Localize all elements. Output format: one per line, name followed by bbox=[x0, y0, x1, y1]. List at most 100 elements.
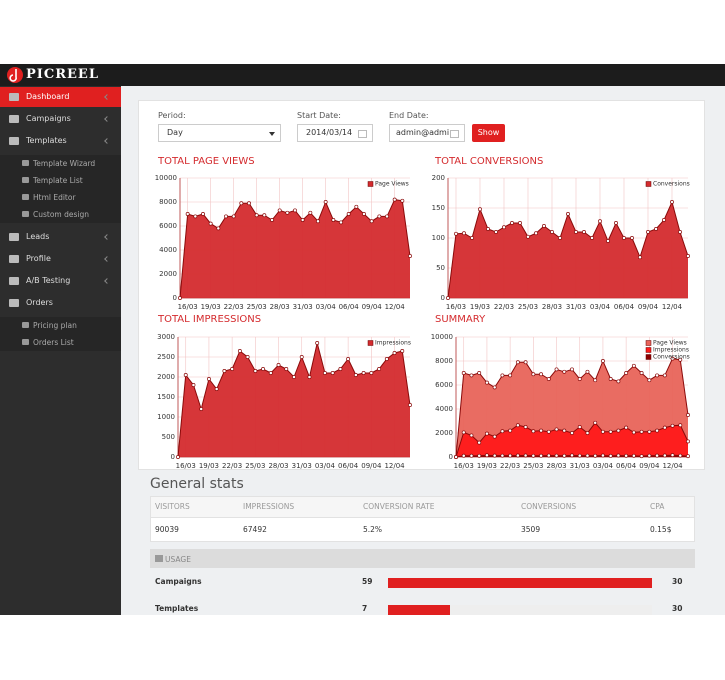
legend-swatch bbox=[645, 347, 652, 353]
point-marker bbox=[245, 355, 250, 359]
nav-icon bbox=[9, 137, 19, 145]
point-marker bbox=[622, 236, 626, 240]
point-marker bbox=[461, 453, 466, 458]
point-marker bbox=[292, 375, 296, 379]
nav-item[interactable]: A/B Testing bbox=[0, 271, 121, 291]
nav-item[interactable]: Profile bbox=[0, 249, 121, 269]
point-marker bbox=[199, 407, 204, 411]
point-marker bbox=[400, 349, 405, 353]
point-marker bbox=[385, 214, 389, 219]
x-tick-label: 03/04 bbox=[590, 303, 611, 311]
point-marker bbox=[353, 373, 358, 377]
nav-subitem[interactable]: Custom design bbox=[0, 206, 121, 223]
point-marker bbox=[239, 201, 244, 206]
point-marker bbox=[554, 427, 559, 432]
point-marker bbox=[562, 369, 567, 374]
nav-label: Campaigns bbox=[26, 114, 71, 123]
nav-label: Html Editor bbox=[33, 193, 76, 202]
nav-item[interactable]: Leads bbox=[0, 227, 121, 247]
column-header: CONVERSION RATE bbox=[363, 502, 435, 511]
point-marker bbox=[542, 224, 546, 228]
x-tick-label: 09/04 bbox=[361, 462, 382, 470]
nav-item[interactable]: Campaigns bbox=[0, 109, 121, 129]
nav-icon bbox=[9, 277, 19, 285]
point-marker bbox=[574, 230, 578, 234]
point-marker bbox=[531, 372, 536, 377]
point-marker bbox=[276, 363, 281, 367]
point-marker bbox=[338, 367, 343, 371]
nav-label: Custom design bbox=[33, 210, 89, 219]
chart-title: TOTAL CONVERSIONS bbox=[434, 156, 543, 167]
y-tick-label: 6000 bbox=[435, 381, 453, 389]
point-marker bbox=[554, 453, 559, 458]
point-marker bbox=[523, 425, 528, 429]
nav-subitem[interactable]: Template List bbox=[0, 172, 121, 189]
legend-swatch bbox=[645, 354, 652, 360]
nav-subitem[interactable]: Html Editor bbox=[0, 189, 121, 206]
point-marker bbox=[678, 357, 683, 362]
nav-icon bbox=[9, 115, 19, 123]
y-tick-label: 8000 bbox=[435, 357, 453, 365]
nav-item[interactable]: Templates bbox=[0, 131, 121, 151]
x-tick-label: 06/04 bbox=[614, 303, 635, 311]
nav-subitem[interactable]: Pricing plan bbox=[0, 317, 121, 334]
point-marker bbox=[494, 230, 498, 234]
y-tick-label: 1000 bbox=[157, 413, 175, 421]
x-tick-label: 12/04 bbox=[385, 303, 406, 311]
point-marker bbox=[361, 371, 366, 375]
nav-subitem[interactable]: Template Wizard bbox=[0, 155, 121, 172]
legend-swatch bbox=[645, 340, 652, 346]
y-tick-label: 10000 bbox=[431, 333, 453, 341]
x-tick-label: 28/03 bbox=[546, 462, 566, 470]
point-marker bbox=[670, 453, 675, 458]
start-input[interactable]: 2014/03/14 bbox=[297, 124, 373, 142]
nav-icon bbox=[9, 255, 19, 263]
point-marker bbox=[616, 379, 621, 384]
point-marker bbox=[678, 230, 682, 234]
period-select[interactable]: Day bbox=[158, 124, 281, 142]
point-marker bbox=[515, 453, 520, 458]
x-tick-label: 16/03 bbox=[178, 303, 198, 311]
x-tick-label: 06/04 bbox=[339, 303, 360, 311]
point-marker bbox=[307, 375, 312, 379]
usage-header bbox=[150, 549, 695, 568]
point-marker bbox=[224, 214, 228, 219]
usage-used: 7 bbox=[362, 604, 368, 613]
logo[interactable]: PICREEL bbox=[26, 67, 99, 82]
point-marker bbox=[300, 218, 305, 222]
point-marker bbox=[546, 377, 551, 381]
point-marker bbox=[577, 377, 582, 381]
area-fill bbox=[178, 343, 410, 457]
x-tick-label: 09/04 bbox=[639, 462, 660, 470]
x-tick-label: 25/03 bbox=[247, 303, 267, 311]
point-marker bbox=[469, 433, 474, 438]
nav-item[interactable]: Orders bbox=[0, 293, 121, 313]
show-button[interactable]: Show bbox=[472, 124, 505, 142]
point-marker bbox=[678, 453, 683, 458]
point-marker bbox=[461, 430, 466, 435]
nav-icon bbox=[22, 322, 29, 328]
point-marker bbox=[600, 453, 605, 458]
point-marker bbox=[392, 197, 397, 202]
nav-item[interactable]: Dashboard bbox=[0, 87, 121, 107]
x-tick-label: 19/03 bbox=[470, 303, 490, 311]
point-marker bbox=[539, 453, 544, 458]
x-tick-label: 31/03 bbox=[292, 462, 312, 470]
y-tick-label: 2000 bbox=[157, 373, 175, 381]
point-marker bbox=[631, 363, 636, 368]
point-marker bbox=[624, 425, 629, 430]
nav-label: Dashboard bbox=[26, 92, 70, 101]
y-tick-label: 2500 bbox=[157, 353, 175, 361]
end-input[interactable]: admin@admi bbox=[389, 124, 465, 142]
point-marker bbox=[678, 423, 683, 428]
column-header: CONVERSIONS bbox=[521, 502, 577, 511]
nav-subitem[interactable]: Orders List bbox=[0, 334, 121, 351]
end-value: admin@admi bbox=[396, 128, 450, 137]
top-bar bbox=[0, 64, 725, 86]
legend-swatch bbox=[367, 340, 374, 346]
x-tick-label: 31/03 bbox=[293, 303, 313, 311]
point-marker bbox=[526, 234, 530, 239]
x-tick-label: 16/03 bbox=[446, 303, 466, 311]
point-marker bbox=[208, 221, 213, 226]
